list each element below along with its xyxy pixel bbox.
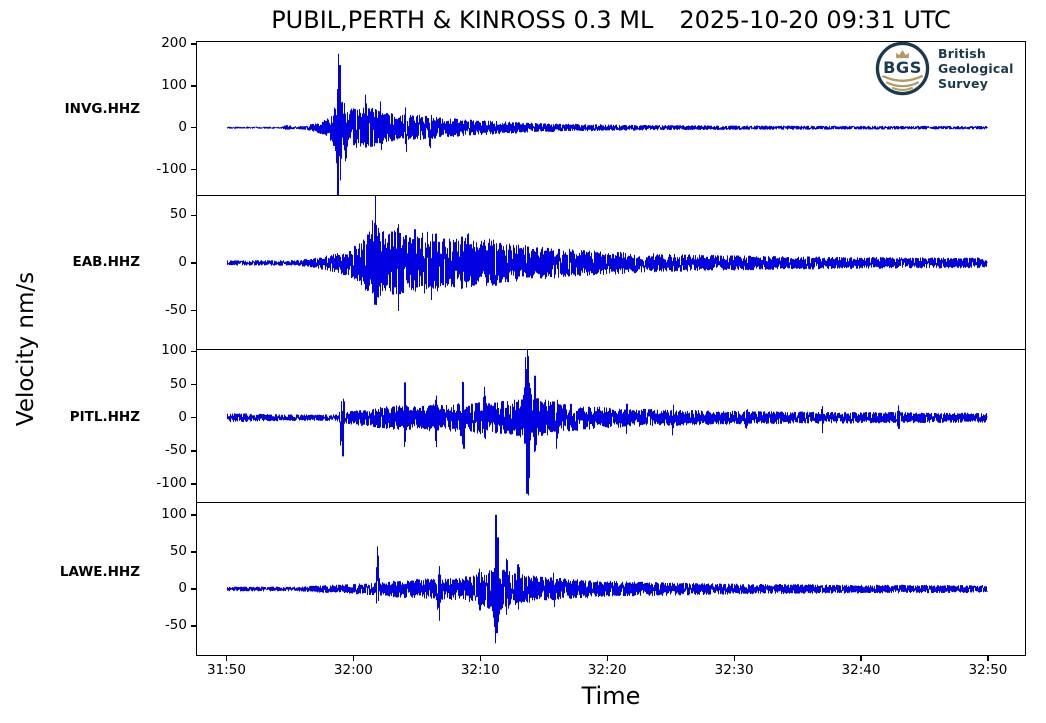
waveform-eab [197,196,1025,349]
x-axis-label: Time [581,682,641,710]
y-tick-mark [191,483,196,485]
bgs-name-line-3: Survey [938,76,989,91]
station-label-lawe: LAWE.HHZ [59,564,140,580]
x-tick-label: 32:00 [333,662,373,678]
station-label-eab: EAB.HHZ [72,254,140,270]
y-tick-mark [191,214,196,216]
x-tick-label: 32:40 [841,662,881,678]
y-tick-label: -50 [164,301,187,318]
bgs-name-line-1: British [938,46,986,61]
waveform-lawe [197,503,1025,655]
y-tick-mark [191,450,196,452]
y-tick-label: 0 [178,118,187,135]
y-tick-label: 0 [178,253,187,270]
bgs-logo-roundel: BGS [875,41,930,96]
bgs-acronym: BGS [883,58,922,77]
station-label-pitl: PITL.HHZ [69,409,140,425]
y-tick-mark [191,127,196,129]
y-tick-label: -50 [164,617,187,634]
x-tick-mark [987,656,989,661]
y-tick-mark [191,588,196,590]
y-tick-mark [191,551,196,553]
x-tick-label: 32:50 [968,662,1008,678]
subplot-pitl [196,349,1026,502]
bgs-name-line-2: Geological [938,61,1014,76]
y-tick-label: 0 [178,580,187,596]
y-tick-label: -100 [156,160,187,177]
bgs-logo: BGS British Geological Survey [874,40,1014,97]
crown-icon [896,50,909,59]
field-wave-1 [881,74,924,82]
y-tick-mark [191,310,196,312]
x-tick-mark [606,656,608,661]
y-tick-mark [191,168,196,171]
x-tick-label: 31:50 [207,662,246,678]
x-tick-mark [225,656,228,661]
x-tick-mark [733,656,735,661]
x-tick-mark [860,656,862,661]
y-tick-label: 200 [161,35,187,52]
y-tick-label: 100 [161,342,187,359]
y-tick-mark [191,85,196,87]
subplot-eab [196,195,1026,349]
waveform-pitl [197,350,1025,502]
y-tick-label: 100 [161,505,187,522]
x-tick-mark [479,656,481,661]
y-tick-label: 0 [178,408,187,425]
y-tick-label: 50 [169,542,187,559]
y-tick-mark [191,262,196,264]
y-tick-label: -50 [164,441,187,458]
y-tick-label: 50 [169,206,187,223]
y-tick-mark [191,383,196,386]
y-tick-label: 100 [161,76,187,93]
field-wave-3 [891,86,914,91]
field-wave-2 [885,81,920,88]
subplot-lawe [196,502,1026,656]
y-tick-label: -100 [156,475,187,492]
x-tick-label: 32:10 [460,662,500,678]
y-tick-mark [191,350,196,353]
x-tick-label: 32:30 [714,662,754,678]
y-tick-mark [191,417,196,419]
y-tick-mark [191,43,196,45]
station-label-invg: INVG.HHZ [64,101,140,117]
x-tick-mark [352,656,355,661]
x-tick-label: 32:20 [587,662,627,678]
y-tick-mark [191,514,196,516]
y-tick-mark [191,625,196,627]
y-tick-label: 50 [169,375,187,392]
bgs-logo-text: British Geological Survey [938,46,1014,91]
event-title: PUBIL,PERTH & KINROSS 0.3 ML [271,6,654,34]
event-datetime: 2025-10-20 09:31 UTC [679,6,951,34]
y-axis-label: Velocity nm/s [13,271,39,427]
plot-title: PUBIL,PERTH & KINROSS 0.3 ML 2025-10-20 0… [196,6,1026,34]
bgs-logo-circle [875,41,930,96]
